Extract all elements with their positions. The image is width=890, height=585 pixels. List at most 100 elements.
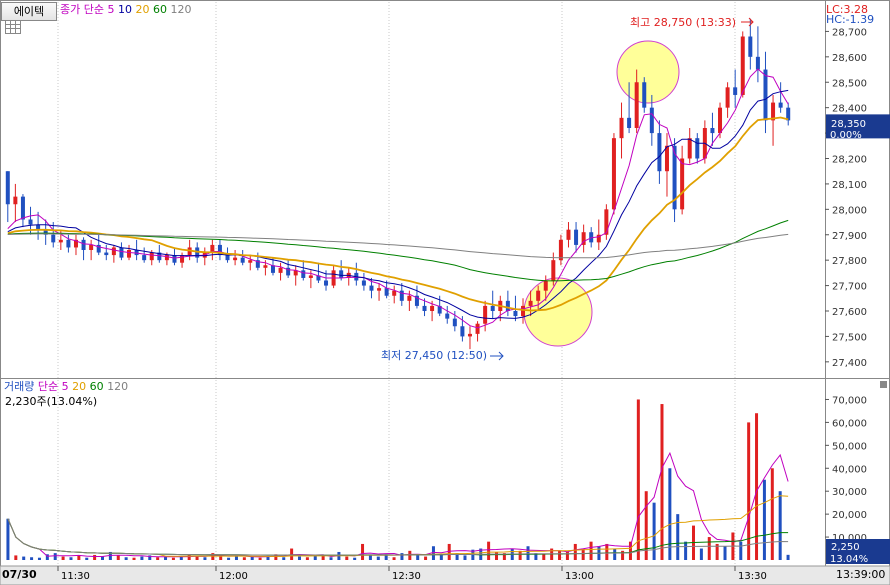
- price-tick-label: 27,900: [832, 231, 867, 242]
- volume-bar: [739, 541, 743, 560]
- volume-bar: [282, 557, 286, 560]
- volume-tick-label: 60,000: [832, 418, 867, 429]
- candle-body: [490, 305, 495, 311]
- ma-legend-title: 종가 단순: [60, 3, 104, 16]
- volume-bar: [699, 548, 703, 560]
- low-arrow-icon: [490, 351, 504, 361]
- volume-bar: [495, 551, 498, 560]
- volume-bar: [227, 557, 231, 560]
- ma-legend-5: 5: [107, 3, 115, 16]
- candle-body: [210, 244, 215, 253]
- candle-body: [377, 288, 382, 291]
- candle-body: [581, 232, 586, 245]
- price-tick-label: 27,500: [832, 332, 867, 343]
- candle-body: [392, 290, 397, 296]
- candle-body: [96, 244, 101, 253]
- candle-body: [452, 318, 457, 327]
- candle-body: [164, 255, 169, 261]
- price-tick-label: 28,700: [832, 27, 867, 38]
- candle-body: [733, 87, 738, 95]
- candle-body: [619, 117, 624, 139]
- price-tick-label: 27,400: [832, 358, 867, 369]
- high-arrow-icon: [741, 17, 754, 27]
- candle-body: [361, 280, 366, 286]
- ticker-selector[interactable]: 에이텍: [1, 2, 57, 21]
- volume-bar: [258, 557, 262, 560]
- candle-body: [771, 102, 776, 121]
- volume-bar: [116, 555, 120, 560]
- candle-body: [316, 275, 321, 281]
- time-tick-label: 13:00: [565, 571, 594, 582]
- candle-body: [248, 260, 253, 263]
- candle-body: [710, 128, 715, 134]
- candle-body: [740, 36, 745, 95]
- candle-body: [142, 255, 147, 261]
- volume-bar: [518, 550, 522, 560]
- volume-bar: [69, 557, 73, 560]
- candle-body: [437, 305, 442, 314]
- volume-bar: [565, 551, 569, 560]
- volume-bar: [6, 518, 10, 560]
- candle-body: [536, 290, 541, 301]
- volume-bar: [400, 553, 404, 560]
- candle-body: [127, 250, 132, 258]
- volume-legend-60: 60: [89, 380, 104, 393]
- candle-body: [786, 107, 791, 121]
- volume-bar: [392, 557, 396, 560]
- candle-body: [483, 305, 488, 324]
- candle-body: [414, 295, 419, 306]
- candle-body: [543, 280, 548, 291]
- volume-bar: [431, 546, 435, 560]
- candle-body: [407, 295, 412, 301]
- current-volume-pct: 13.04%: [830, 554, 869, 565]
- ma-legend-120: 120: [170, 3, 192, 16]
- candle-body: [604, 209, 609, 235]
- candle-body: [467, 333, 472, 337]
- volume-bar: [368, 555, 372, 560]
- volume-bar: [376, 556, 380, 560]
- candle-body: [642, 82, 647, 108]
- ma-legend: 종가 단순 5 10 20 60 120: [60, 3, 191, 17]
- candle-body: [611, 138, 616, 210]
- candle-body: [657, 133, 662, 172]
- volume-bar: [755, 413, 759, 560]
- price-tick-label: 27,800: [832, 256, 867, 267]
- end-time-label: 13:39:00: [836, 568, 886, 581]
- candle-body: [755, 56, 760, 70]
- volume-bar: [164, 556, 168, 560]
- current-volume-pill: 2,250: [828, 541, 863, 554]
- volume-bar: [85, 557, 89, 560]
- candle-body: [308, 275, 313, 278]
- volume-bar: [447, 543, 451, 560]
- ma-line-120: [7, 233, 789, 259]
- volume-bar: [61, 556, 65, 560]
- volume-bar: [715, 543, 719, 560]
- volume-bar: [778, 491, 782, 560]
- volume-bar: [195, 555, 199, 560]
- volume-bar: [676, 514, 680, 560]
- grid-toggle-icon[interactable]: [5, 20, 21, 34]
- volume-bar: [179, 557, 183, 560]
- price-tick-label: 28,200: [832, 155, 867, 166]
- price-tick-label: 28,500: [832, 78, 867, 89]
- candle-body: [399, 290, 404, 301]
- candle-body: [627, 117, 632, 128]
- volume-bar: [77, 555, 81, 560]
- candle-body: [172, 255, 177, 263]
- candle-body: [649, 107, 654, 134]
- volume-bar: [534, 553, 538, 560]
- volume-bar: [298, 556, 301, 560]
- volume-panel-handle-icon: [880, 381, 887, 388]
- volume-bar: [668, 468, 672, 560]
- candle-body: [528, 300, 533, 306]
- volume-bar: [37, 557, 41, 560]
- current-pct-label: 0.00%: [830, 130, 862, 141]
- volume-bar: [187, 554, 191, 560]
- high-annotation: 최고 28,750 (13:33): [630, 16, 737, 29]
- candle-body: [20, 196, 25, 220]
- volume-bar: [203, 557, 207, 560]
- volume-ma-line-5: [7, 451, 789, 558]
- volume-legend: 거래량 단순 5 20 60 120: [4, 380, 128, 394]
- volume-legend-20: 20: [72, 380, 87, 393]
